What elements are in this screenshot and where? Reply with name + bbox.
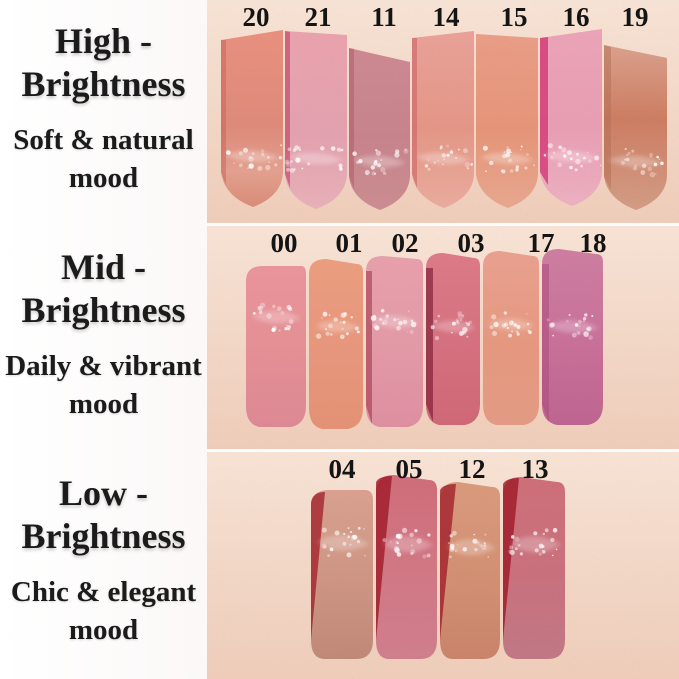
svg-text:05: 05 xyxy=(396,454,423,484)
svg-text:19: 19 xyxy=(622,2,649,32)
svg-text:14: 14 xyxy=(433,2,460,32)
svg-text:03: 03 xyxy=(458,228,485,258)
svg-text:01: 01 xyxy=(336,228,363,258)
svg-text:12: 12 xyxy=(459,454,486,484)
svg-text:20: 20 xyxy=(243,2,270,32)
svg-text:16: 16 xyxy=(563,2,590,32)
svg-text:17: 17 xyxy=(528,228,555,258)
svg-text:11: 11 xyxy=(371,2,397,32)
svg-text:15: 15 xyxy=(501,2,528,32)
svg-text:21: 21 xyxy=(305,2,332,32)
svg-text:04: 04 xyxy=(329,454,356,484)
svg-text:02: 02 xyxy=(392,228,419,258)
svg-text:00: 00 xyxy=(271,228,298,258)
svg-text:13: 13 xyxy=(522,454,549,484)
svg-text:18: 18 xyxy=(580,228,607,258)
